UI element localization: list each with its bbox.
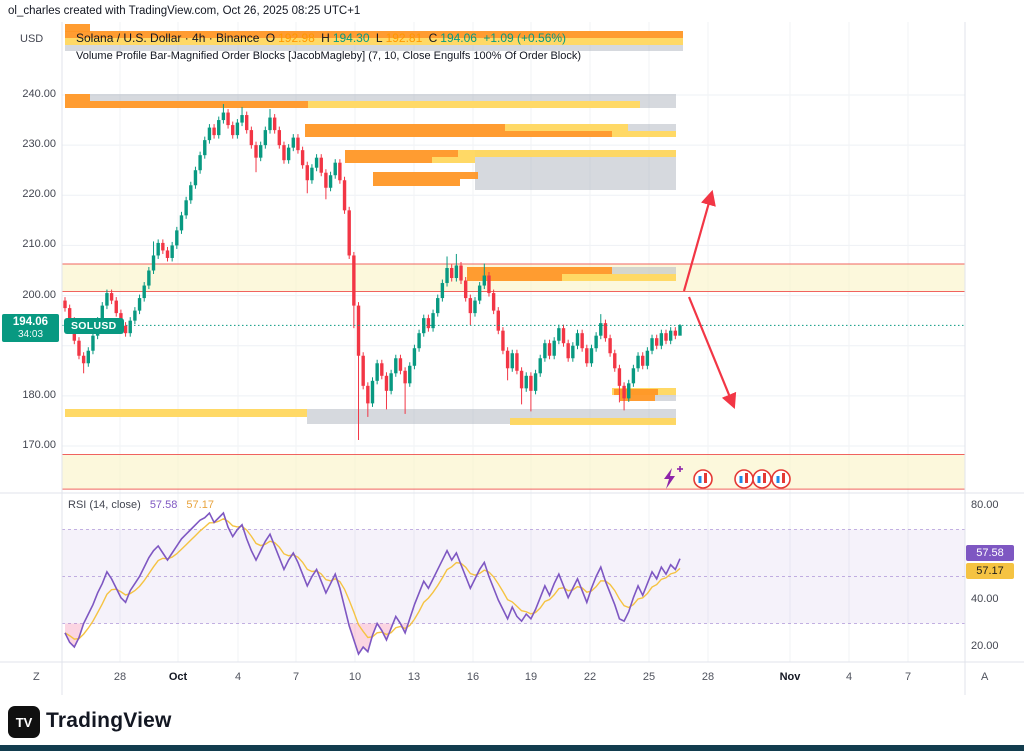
high-label: H — [321, 31, 330, 45]
change-value: +1.09 (+0.56%) — [483, 31, 567, 45]
time-axis-label: 4 — [845, 671, 853, 683]
symbol-legend[interactable]: Solana / U.S. Dollar · 4h · Binance O 192… — [76, 31, 569, 45]
price-scale-label: 200.00 — [22, 288, 56, 301]
time-axis-label: Oct — [168, 671, 188, 683]
rsi-pane[interactable] — [62, 511, 965, 656]
price-axis-unit: USD — [20, 33, 44, 45]
tradingview-logo-mark — [8, 706, 40, 738]
price-scale-label: 220.00 — [22, 188, 56, 201]
time-axis-label: 19 — [524, 671, 538, 683]
rsi-value: 57.58 — [149, 499, 178, 511]
price-scale-label: 230.00 — [22, 138, 56, 151]
indicator-legend[interactable]: Volume Profile Bar-Magnified Order Block… — [76, 50, 582, 62]
price-scale-label: 210.00 — [22, 238, 56, 251]
current-price-tag: 194.06 34:03 — [2, 314, 59, 342]
rsi-scale-label: 20.00 — [971, 640, 999, 652]
credit-text: ol_charles created with TradingView.com,… — [8, 5, 361, 17]
tradingview-logo[interactable]: TV — [8, 706, 42, 740]
chart-stickers[interactable] — [664, 466, 791, 489]
symbol-title: Solana / U.S. Dollar · 4h · Binance — [76, 31, 260, 45]
time-axis-label: 28 — [113, 671, 127, 683]
time-axis-left-button[interactable]: Z — [33, 671, 40, 683]
time-axis-label: 16 — [466, 671, 480, 683]
price-scale-label: 170.00 — [22, 439, 56, 451]
rsi-scale-label: 80.00 — [971, 499, 999, 511]
bar-chart-circle-icon — [693, 469, 713, 489]
time-axis-label: 28 — [701, 671, 715, 683]
order-block-bars[interactable] — [65, 24, 683, 425]
supply-demand-zones[interactable] — [62, 263, 965, 490]
time-axis-label: 4 — [234, 671, 242, 683]
time-axis-right-button[interactable]: A — [981, 671, 989, 683]
low-value: 192.81 — [385, 31, 423, 45]
bar-chart-circle-icon — [752, 469, 772, 489]
bottom-window-strip — [0, 745, 1024, 751]
time-axis-label: 7 — [292, 671, 300, 683]
time-axis-label: 7 — [904, 671, 912, 683]
footer-brand-text: TradingView — [46, 709, 172, 732]
rsi-ma-value: 57.17 — [186, 499, 214, 511]
time-axis-label: 25 — [642, 671, 656, 683]
low-label: L — [375, 31, 383, 45]
current-price-value: 194.06 — [12, 316, 49, 328]
high-value: 194.30 — [332, 31, 370, 45]
rsi-value-badge: 57.58 — [966, 545, 1014, 561]
open-label: O — [265, 31, 276, 45]
rsi-ma-badge: 57.17 — [966, 563, 1014, 579]
tradingview-logo-text: TV — [16, 715, 33, 730]
price-scale-label: 240.00 — [22, 88, 56, 100]
time-axis-label: Nov — [779, 671, 801, 683]
rsi-scale-label: 40.00 — [971, 593, 999, 605]
time-axis-label: 13 — [407, 671, 421, 683]
rsi-title: RSI (14, close) — [68, 499, 141, 511]
pane-separators — [0, 22, 1024, 695]
lightning-plus-icon — [664, 468, 675, 489]
time-axis-label: 22 — [583, 671, 597, 683]
bar-countdown: 34:03 — [17, 329, 44, 340]
symbol-price-badge: SOLUSD — [64, 318, 124, 334]
bar-chart-circle-icon — [734, 469, 754, 489]
time-axis-label: 10 — [348, 671, 362, 683]
price-scale-label: 180.00 — [22, 388, 56, 401]
close-label: C — [428, 31, 438, 45]
trend-arrows[interactable] — [682, 189, 737, 410]
rsi-legend[interactable]: RSI (14, close) 57.58 57.17 — [68, 499, 214, 511]
close-value: 194.06 — [440, 31, 477, 45]
candlestick-series[interactable] — [63, 104, 682, 440]
bar-chart-circle-icon — [771, 469, 791, 489]
open-value: 192.98 — [278, 31, 315, 45]
